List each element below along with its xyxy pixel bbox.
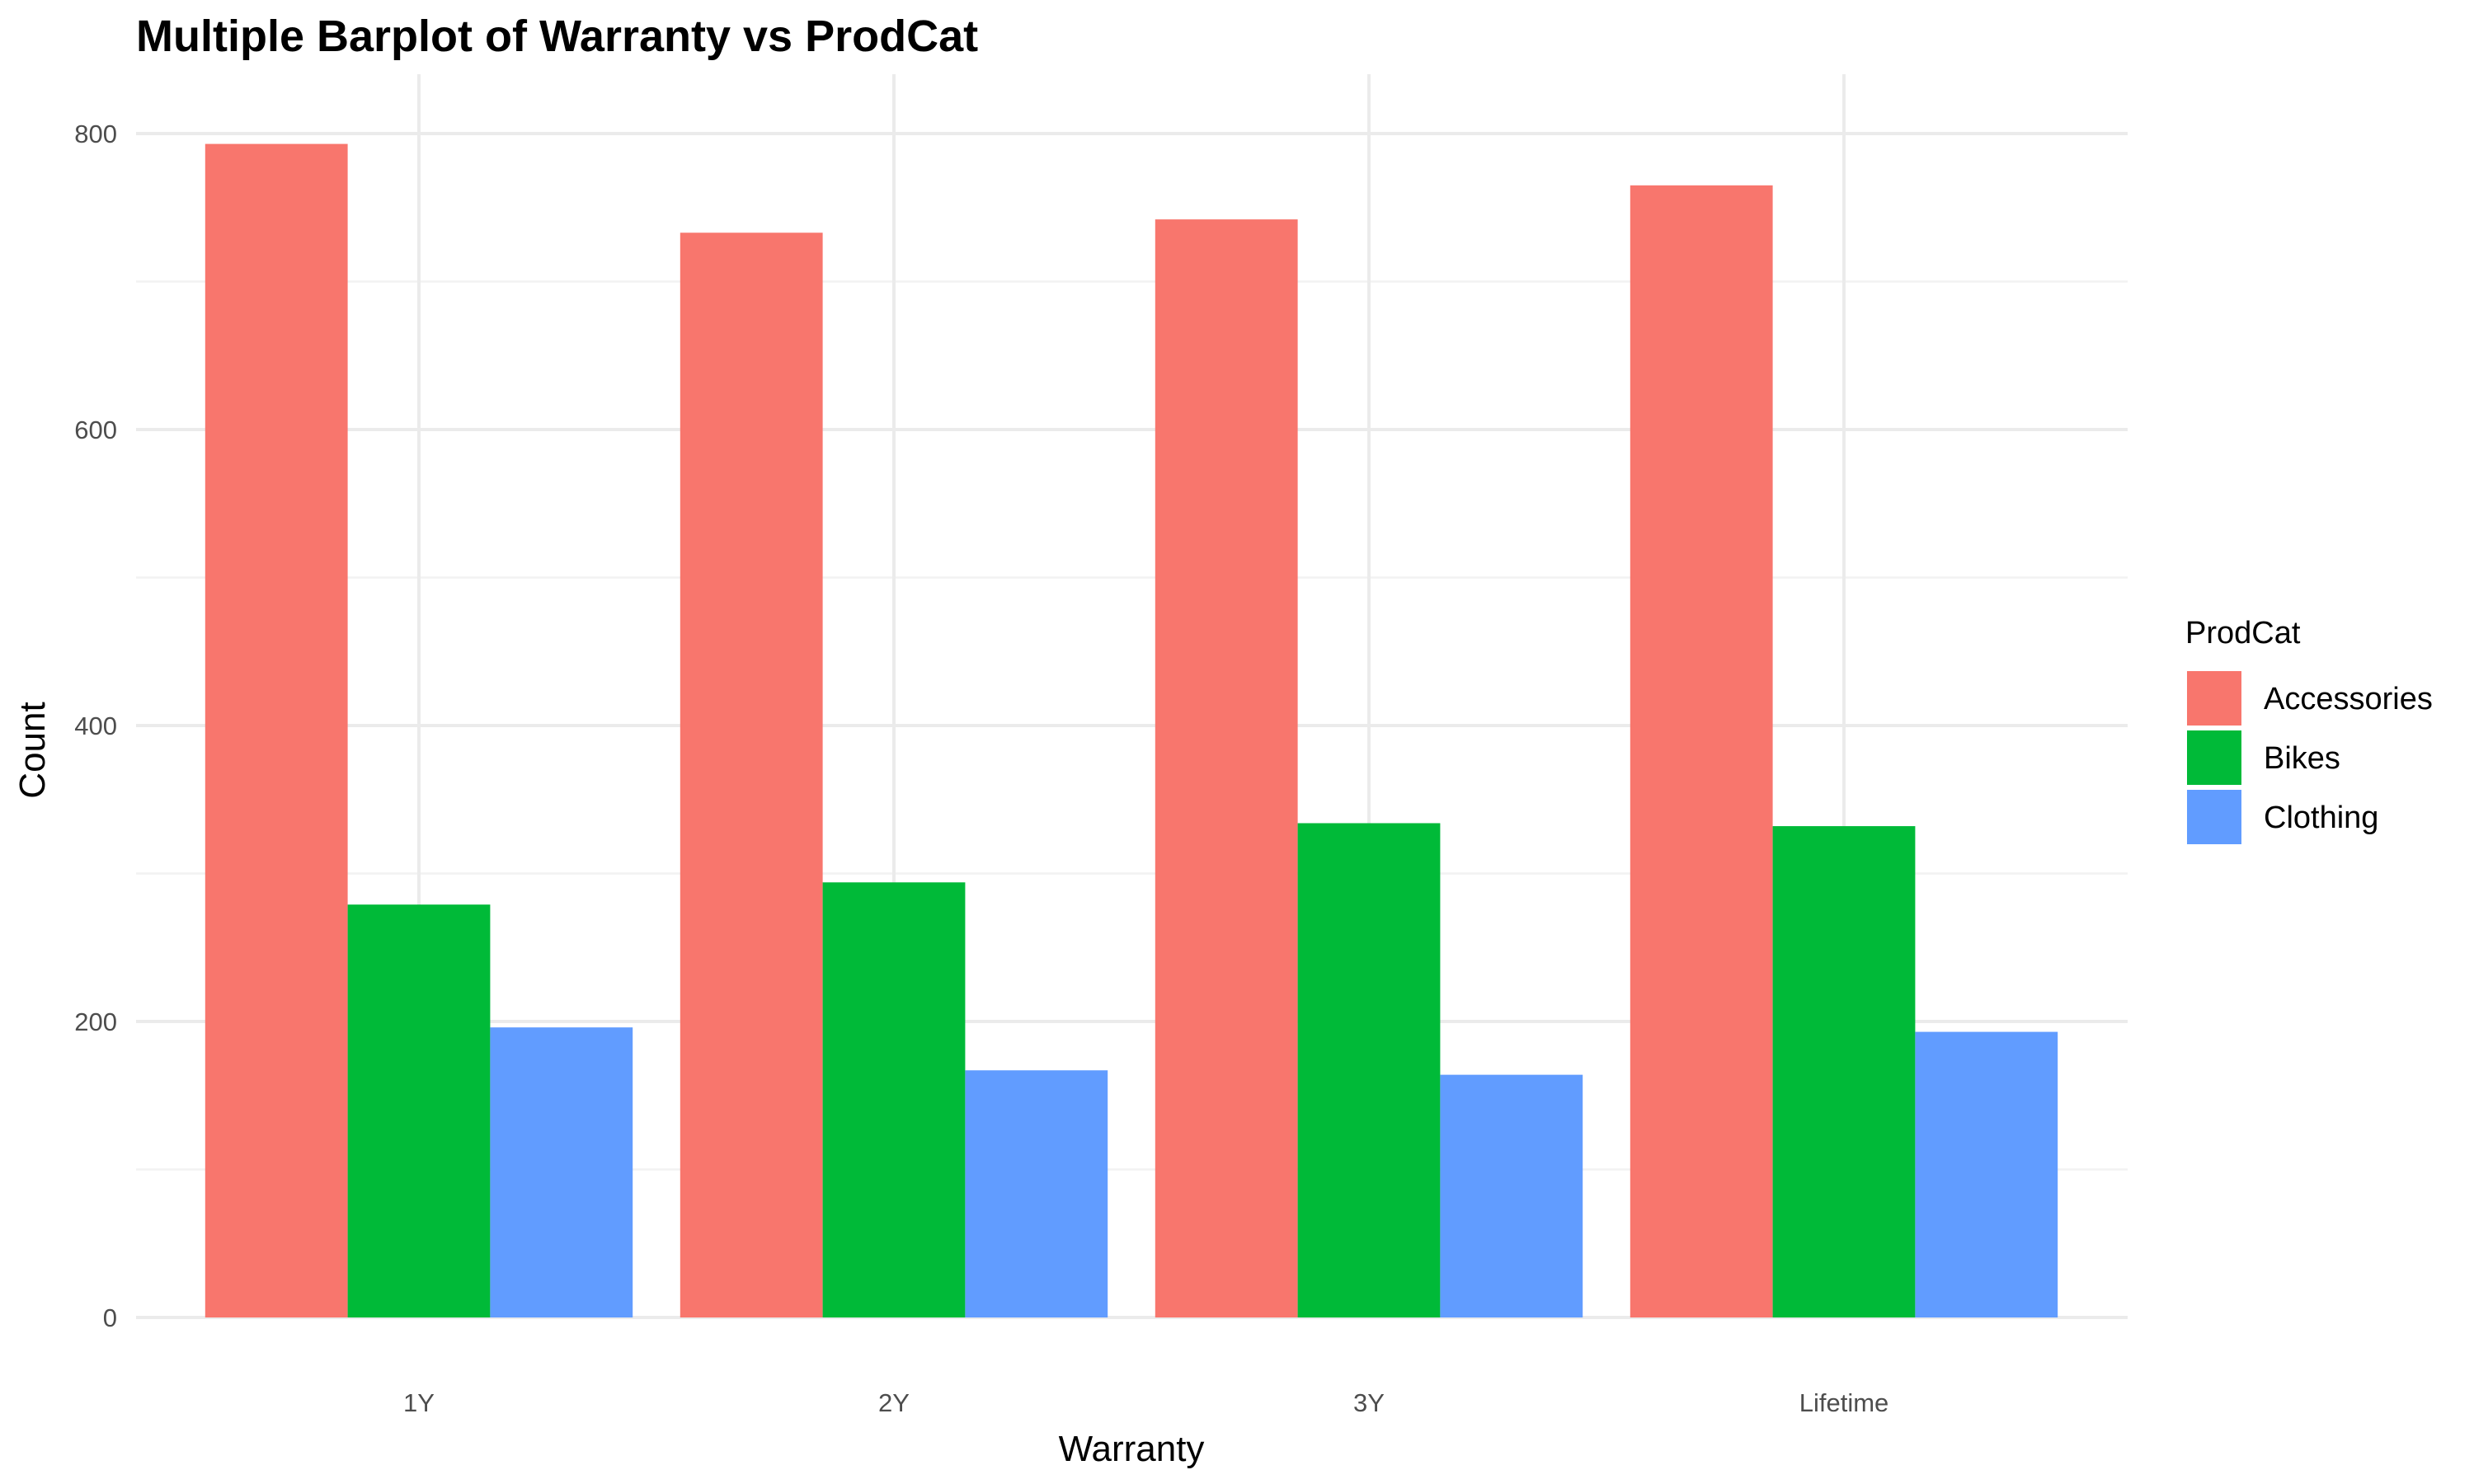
x-axis-ticks: 1Y 2Y 3Y Lifetime xyxy=(403,1388,1888,1417)
bar-clothing-lifetime xyxy=(1915,1031,2058,1317)
bar-clothing-3y xyxy=(1440,1074,1583,1317)
bar-accessories-1y xyxy=(205,143,348,1318)
legend-key-accessories xyxy=(2187,671,2241,726)
legend-label-bikes: Bikes xyxy=(2264,741,2340,776)
x-tick-label: 1Y xyxy=(403,1388,435,1417)
y-tick-label: 800 xyxy=(74,120,117,148)
y-axis-ticks: 0 200 400 600 800 xyxy=(74,120,117,1332)
x-tick-label: Lifetime xyxy=(1799,1388,1889,1417)
bar-accessories-3y xyxy=(1155,219,1298,1317)
legend-title: ProdCat xyxy=(2185,616,2301,650)
x-axis-title: Warranty xyxy=(1059,1429,1205,1469)
y-tick-label: 200 xyxy=(74,1007,117,1036)
bar-bikes-1y xyxy=(347,904,491,1317)
legend-label-accessories: Accessories xyxy=(2264,682,2433,716)
bar-bikes-3y xyxy=(1297,823,1441,1317)
bar-clothing-2y xyxy=(965,1070,1108,1317)
x-tick-label: 2Y xyxy=(878,1388,910,1417)
y-tick-label: 0 xyxy=(103,1303,117,1332)
x-tick-label: 3Y xyxy=(1353,1388,1385,1417)
y-axis-title: Count xyxy=(12,702,53,798)
bar-accessories-lifetime xyxy=(1630,185,1773,1318)
bar-accessories-2y xyxy=(680,232,823,1317)
legend-label-clothing: Clothing xyxy=(2264,801,2378,835)
bar-bikes-lifetime xyxy=(1772,826,1916,1317)
bars-layer xyxy=(205,143,2058,1318)
bar-bikes-2y xyxy=(822,882,966,1317)
legend-key-clothing xyxy=(2187,790,2241,844)
legend: ProdCat Accessories Bikes Clothing xyxy=(2185,616,2433,844)
y-tick-label: 600 xyxy=(74,416,117,444)
y-tick-label: 400 xyxy=(74,711,117,740)
chart-title: Multiple Barplot of Warranty vs ProdCat xyxy=(136,12,978,61)
bar-clothing-1y xyxy=(490,1027,633,1317)
legend-key-bikes xyxy=(2187,730,2241,785)
